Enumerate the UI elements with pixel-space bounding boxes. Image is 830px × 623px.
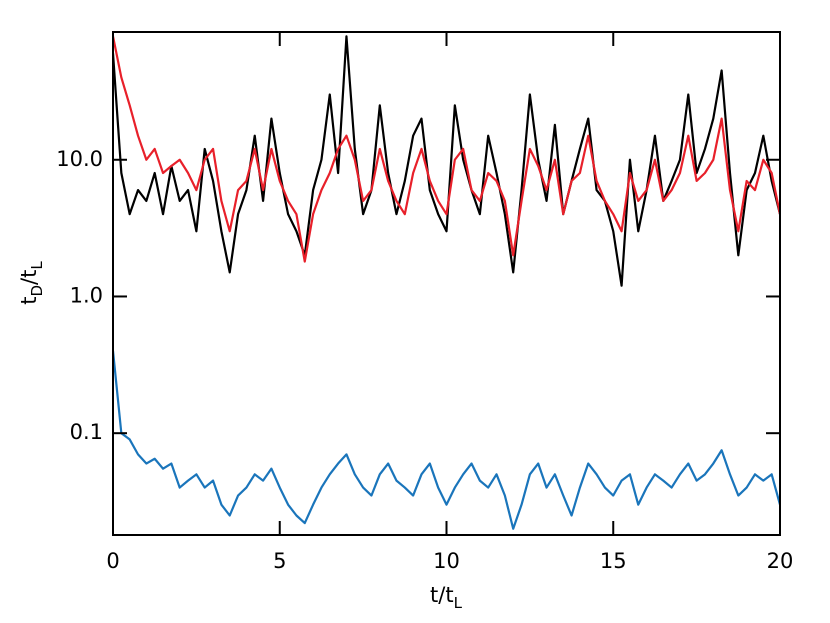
x-tick-label: 15 (600, 549, 627, 573)
x-label-main: t/t (430, 583, 454, 607)
y-tick-label: 10.0 (56, 147, 103, 171)
y-tick-label: 1.0 (70, 283, 103, 307)
plot-frame (112, 31, 781, 536)
x-tick-label: 20 (767, 549, 794, 573)
x-tick-label: 10 (433, 549, 460, 573)
x-label-sub: L (454, 594, 463, 612)
series-line (113, 350, 780, 530)
y-label-main: /t (17, 270, 41, 285)
x-tick-label: 5 (273, 549, 286, 573)
series-line (113, 35, 780, 287)
x-axis-label: t/tL (430, 583, 463, 612)
y-tick-label: 0.1 (70, 420, 103, 444)
y-label-sub: D (28, 285, 46, 297)
y-label-sub: L (28, 261, 46, 270)
series-line (113, 36, 780, 263)
x-tick-label: 0 (106, 549, 119, 573)
y-axis-label: tD/tL (17, 261, 46, 305)
y-label-main: t (17, 297, 41, 305)
